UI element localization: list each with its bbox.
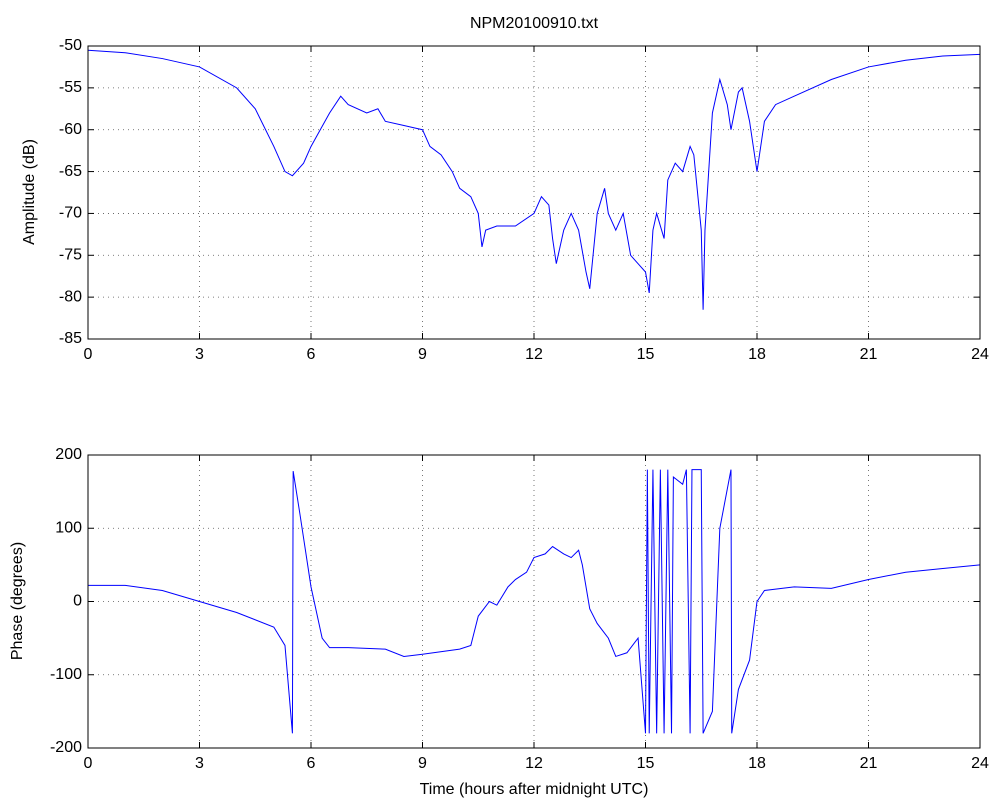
y-axis-label: Amplitude (dB) — [21, 139, 38, 245]
x-tick-label: 0 — [84, 755, 93, 772]
y-tick-label: -85 — [59, 330, 82, 347]
y-tick-label: -200 — [50, 739, 82, 756]
plot-frame — [87, 454, 981, 749]
x-tick-label: 3 — [195, 755, 204, 772]
data-line — [87, 49, 981, 310]
x-tick-label: 15 — [637, 346, 655, 363]
y-tick-label: -70 — [59, 205, 82, 222]
x-tick-label: 9 — [418, 755, 427, 772]
x-tick-label: 24 — [971, 346, 989, 363]
x-tick-label: 9 — [418, 346, 427, 363]
x-tick-label: 18 — [748, 755, 766, 772]
plot-frame — [87, 45, 981, 340]
x-tick-label: 15 — [637, 755, 655, 772]
x-tick-label: 12 — [525, 346, 543, 363]
x-tick-label: 12 — [525, 755, 543, 772]
y-tick-label: -100 — [50, 666, 82, 683]
y-tick-label: -80 — [59, 288, 82, 305]
y-axis-label: Phase (degrees) — [9, 542, 26, 660]
x-tick-label: 0 — [84, 346, 93, 363]
y-tick-label: -75 — [59, 247, 82, 264]
x-tick-label: 21 — [860, 755, 878, 772]
x-tick-label: 21 — [860, 346, 878, 363]
data-line — [88, 469, 981, 734]
y-tick-label: -60 — [59, 121, 82, 138]
x-axis-label: Time (hours after midnight UTC) — [420, 781, 649, 798]
y-tick-label: -50 — [59, 37, 82, 54]
y-tick-label: -55 — [59, 79, 82, 96]
x-tick-label: 6 — [307, 346, 316, 363]
y-tick-label: -65 — [59, 163, 82, 180]
y-tick-label: 200 — [55, 446, 82, 463]
x-tick-label: 6 — [307, 755, 316, 772]
y-tick-label: 100 — [55, 519, 82, 536]
x-tick-label: 18 — [748, 346, 766, 363]
chart-title: NPM20100910.txt — [470, 15, 599, 32]
x-tick-label: 3 — [195, 346, 204, 363]
y-tick-label: 0 — [73, 593, 82, 610]
x-tick-label: 24 — [971, 755, 989, 772]
